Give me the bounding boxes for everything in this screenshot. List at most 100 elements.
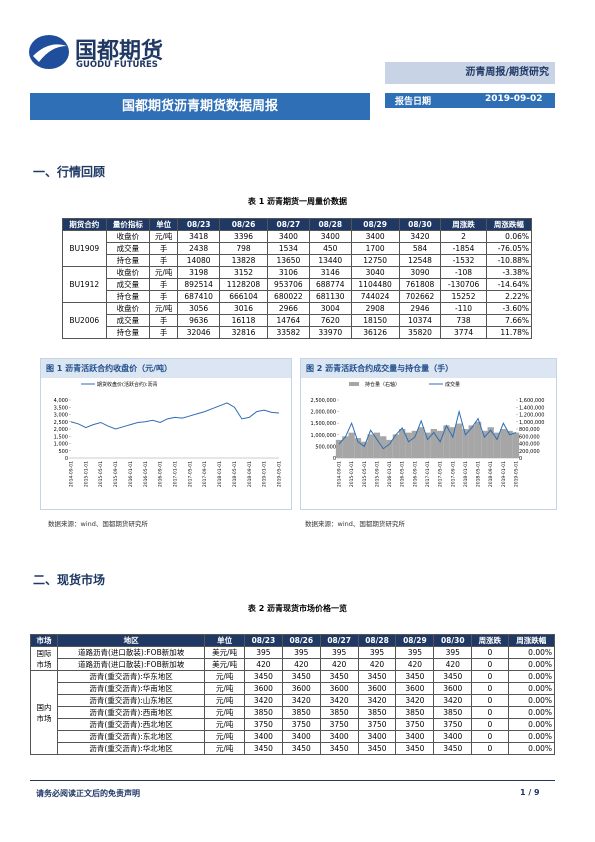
cell: 420 <box>281 658 321 671</box>
cell: 3600 <box>243 682 283 695</box>
cell: -3.38% <box>485 266 533 279</box>
cell: 3600 <box>357 682 397 695</box>
cell: 11.78% <box>485 326 533 339</box>
cell: 953706 <box>266 278 310 291</box>
tick-label: 3,000 <box>54 413 68 419</box>
cell: 1104480 <box>350 278 400 291</box>
cell: 3750 <box>433 718 473 731</box>
cell: 美元/吨 <box>204 658 245 671</box>
x-tick-label: 2017-01-01 <box>425 461 431 487</box>
cell: 手 <box>149 254 179 267</box>
date-bar <box>385 93 555 108</box>
x-tick-label: 2017-09-01 <box>450 461 456 487</box>
row: 成交量手 2438 798 1534 450 1700 584 -1854 -76.05% <box>63 242 533 255</box>
bar <box>418 427 425 458</box>
cell: 沥青(重交沥青):西北地区 <box>56 718 206 731</box>
header-cell: 周涨跌幅 <box>507 634 556 647</box>
cell: 1128208 <box>219 278 268 291</box>
page-number: 1 / 9 <box>520 788 540 797</box>
cell: 14764 <box>266 314 310 327</box>
cell: 7.66% <box>485 314 533 327</box>
cell: 761808 <box>398 278 442 291</box>
cell: 18150 <box>350 314 400 327</box>
cell: 13650 <box>266 254 310 267</box>
x-tick-label: 2019-05-01 <box>277 461 283 487</box>
cell: 3850 <box>319 706 359 719</box>
header-cell: 08/26 <box>281 634 321 647</box>
row: 沥青(重交沥青):山东地区 元/吨 3420 3420 3420 3420 3420 3420… <box>31 694 556 707</box>
cell: 3420 <box>357 694 397 707</box>
cell: 3004 <box>308 302 352 315</box>
cell: 0 <box>471 682 509 695</box>
x-tick-label: 2018-09-01 <box>247 461 253 487</box>
cell: -10.88% <box>485 254 533 267</box>
x-tick-label: 2019-05-01 <box>514 461 520 487</box>
cell: 420 <box>357 658 397 671</box>
header-cell: 08/26 <box>219 218 268 231</box>
x-tick-label: 2016-01-01 <box>128 461 134 487</box>
cell: 395 <box>319 646 359 659</box>
section-title: 二、现货市场 <box>33 573 106 587</box>
cell: 12750 <box>350 254 400 267</box>
cell: 3450 <box>319 670 359 683</box>
chart: 0 500,000 1,000,000 1,500,000 2,000,000 2,500… <box>311 381 545 487</box>
tick-label: 500,000 <box>315 444 336 450</box>
cell: 32816 <box>219 326 268 339</box>
cell: 3750 <box>357 718 397 731</box>
tick-label: 0 <box>65 456 68 462</box>
cell: 3450 <box>357 670 397 683</box>
cell: 0.00% <box>507 730 556 743</box>
cell: 395 <box>433 646 473 659</box>
x-tick-label: 2014-09-01 <box>337 461 343 487</box>
cell: 0 <box>471 670 509 683</box>
cell: 沥青(重交沥青):华北地区 <box>56 742 206 755</box>
cell: 3106 <box>266 266 310 279</box>
cell: 沥青(重交沥青):西南地区 <box>56 706 206 719</box>
cell: 3400 <box>350 230 400 243</box>
row: 持仓量手 687410 666104 680022 681130 744024 702662… <box>63 290 533 303</box>
header-row: 期货合约 量价指标 单位 08/23 08/26 08/27 08/28 08/29 08/30… <box>62 218 533 231</box>
cell: 3450 <box>395 670 435 683</box>
cell: 持仓量 <box>105 326 151 339</box>
cell: 738 <box>440 314 487 327</box>
cell: 16118 <box>219 314 268 327</box>
group-cell: BU2006 <box>62 302 107 339</box>
cell: 1534 <box>266 242 310 255</box>
cell: 32046 <box>177 326 221 339</box>
cell: 沥青(重交沥青):华南地区 <box>56 682 206 695</box>
cell: 420 <box>433 658 473 671</box>
x-tick-label: 2015-01-01 <box>83 461 89 487</box>
cell: 420 <box>395 658 435 671</box>
row: 沥青(重交沥青):东北地区 元/吨 3400 3400 3400 3400 3400 3400… <box>31 730 556 743</box>
row: 道路沥青(进口散装):FOB新加坡 美元/吨 420 420 420 420 420 420 0… <box>31 658 556 671</box>
tick-label: 3,500 <box>54 405 68 411</box>
tick-label: 1,000,000 <box>311 433 336 439</box>
cell: 元/吨 <box>204 682 245 695</box>
cell: 3850 <box>357 706 397 719</box>
bar <box>436 430 444 458</box>
cell: 3600 <box>433 682 473 695</box>
cell: 0.00% <box>507 694 556 707</box>
bar <box>455 423 463 458</box>
x-tick-label: 2016-09-01 <box>158 461 164 487</box>
cell: 元/吨 <box>204 742 245 755</box>
cell: 3850 <box>281 706 321 719</box>
cell: 2946 <box>398 302 442 315</box>
cell: 元/吨 <box>204 694 245 707</box>
tick-label: 2,000,000 <box>311 410 336 416</box>
cell: 成交量 <box>105 278 151 291</box>
cell: 元/吨 <box>204 706 245 719</box>
cell: 36126 <box>350 326 400 339</box>
logo-icon <box>29 35 69 69</box>
cell: 395 <box>243 646 283 659</box>
x-tick-label: 2018-05-01 <box>476 461 482 487</box>
cell: 3450 <box>319 742 359 755</box>
bar <box>462 429 469 458</box>
cell: 3750 <box>281 718 321 731</box>
bar <box>468 425 475 458</box>
cell: 10374 <box>398 314 442 327</box>
figure-title: 图 1 沥青活跃合约收盘价（元/吨） <box>41 359 291 378</box>
row: 持仓量手 32046 32816 33582 33970 36126 35820 3774 11… <box>63 326 533 339</box>
header-cell: 08/28 <box>357 634 397 647</box>
x-tick-label: 2017-09-01 <box>202 461 208 487</box>
